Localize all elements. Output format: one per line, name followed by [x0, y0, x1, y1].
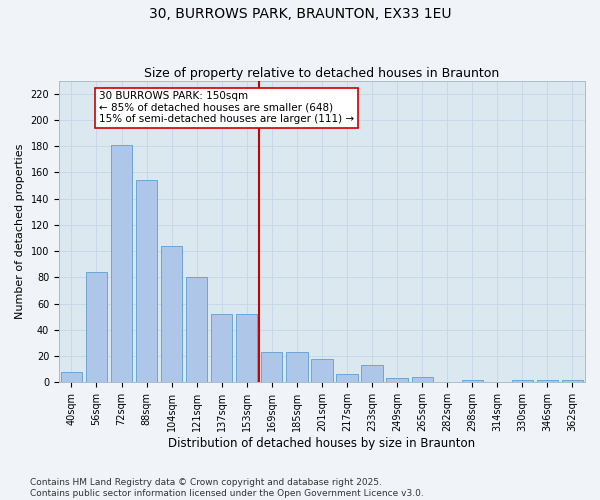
- X-axis label: Distribution of detached houses by size in Braunton: Distribution of detached houses by size …: [169, 437, 476, 450]
- Bar: [512, 380, 533, 382]
- Bar: [361, 366, 383, 382]
- Bar: [311, 358, 332, 382]
- Bar: [337, 374, 358, 382]
- Title: Size of property relative to detached houses in Braunton: Size of property relative to detached ho…: [145, 66, 500, 80]
- Text: 30, BURROWS PARK, BRAUNTON, EX33 1EU: 30, BURROWS PARK, BRAUNTON, EX33 1EU: [149, 8, 451, 22]
- Bar: [261, 352, 283, 382]
- Bar: [286, 352, 308, 382]
- Bar: [136, 180, 157, 382]
- Bar: [211, 314, 232, 382]
- Text: 30 BURROWS PARK: 150sqm
← 85% of detached houses are smaller (648)
15% of semi-d: 30 BURROWS PARK: 150sqm ← 85% of detache…: [99, 91, 354, 124]
- Bar: [61, 372, 82, 382]
- Bar: [537, 380, 558, 382]
- Text: Contains HM Land Registry data © Crown copyright and database right 2025.
Contai: Contains HM Land Registry data © Crown c…: [30, 478, 424, 498]
- Bar: [412, 377, 433, 382]
- Bar: [386, 378, 408, 382]
- Bar: [186, 278, 208, 382]
- Y-axis label: Number of detached properties: Number of detached properties: [15, 144, 25, 319]
- Bar: [236, 314, 257, 382]
- Bar: [461, 380, 483, 382]
- Bar: [111, 145, 132, 382]
- Bar: [86, 272, 107, 382]
- Bar: [562, 380, 583, 382]
- Bar: [161, 246, 182, 382]
